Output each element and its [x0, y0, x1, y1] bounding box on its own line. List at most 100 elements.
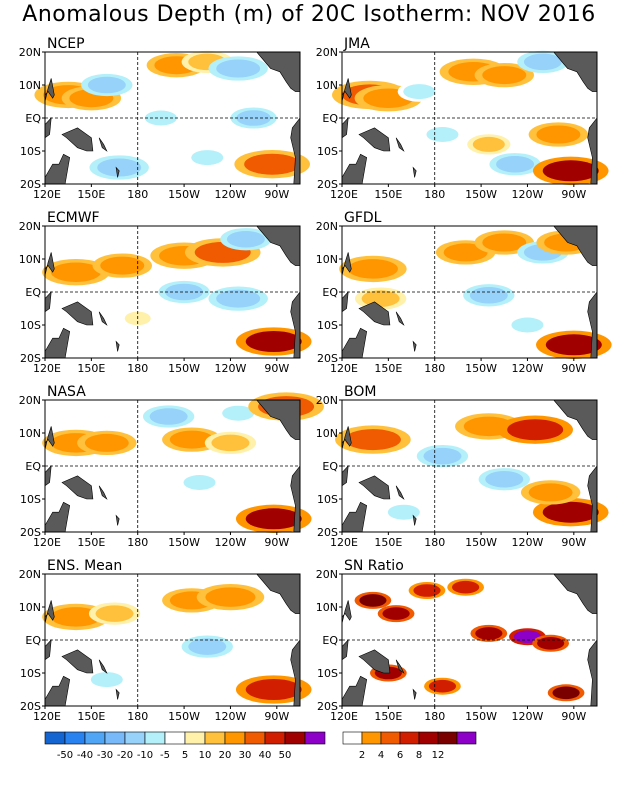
colorbar-swatch	[418, 731, 439, 745]
land-mask	[61, 127, 94, 152]
colorbar-swatch	[456, 731, 477, 745]
land-mask	[412, 688, 417, 700]
data-cell	[245, 679, 302, 700]
data-cell	[244, 153, 301, 175]
y-tick-label: 10S	[317, 145, 338, 158]
colorbar-swatch	[144, 731, 166, 745]
data-cell	[443, 243, 488, 262]
y-tick-label: 20N	[19, 568, 41, 581]
x-tick-label: 150W	[465, 710, 497, 723]
land-mask	[341, 252, 352, 276]
x-tick-label: 90W	[561, 362, 586, 375]
x-tick-label: 180	[127, 536, 148, 549]
data-cell	[359, 594, 387, 607]
x-tick-label: 120W	[512, 188, 544, 201]
y-tick-label: 20S	[317, 700, 338, 713]
y-tick-label: 10S	[20, 493, 41, 506]
data-cell	[387, 504, 420, 520]
land-mask	[395, 485, 405, 500]
snr-colorbar: 2 4 6 8 12	[342, 731, 483, 776]
data-cell	[169, 430, 214, 449]
land-mask	[44, 153, 71, 185]
land-mask	[44, 426, 55, 450]
plot-area	[332, 50, 609, 185]
land-mask	[341, 426, 352, 450]
data-cell	[469, 287, 508, 304]
land-mask	[412, 340, 417, 352]
y-tick-label: 20N	[19, 46, 41, 59]
data-cell	[236, 110, 271, 126]
land-mask	[412, 514, 417, 526]
land-mask	[98, 311, 108, 326]
y-tick-label: EQ	[322, 634, 338, 647]
data-cell	[426, 127, 459, 142]
data-cell	[226, 230, 265, 248]
land-mask	[341, 327, 368, 359]
land-mask	[98, 137, 108, 152]
y-tick-label: 20N	[316, 568, 338, 581]
data-cell	[536, 125, 581, 144]
x-tick-label: 180	[424, 362, 445, 375]
data-cell	[523, 53, 562, 71]
data-cell	[50, 607, 101, 627]
data-cell	[97, 158, 142, 177]
panel-ncep: NCEP 20N 10N EQ 10S 20S 120E 150E 180 150W 120W 90W	[19, 36, 345, 212]
x-tick-label: 90W	[561, 188, 586, 201]
y-tick-label: 10N	[316, 253, 338, 266]
land-mask	[341, 675, 368, 707]
land-mask	[358, 475, 391, 500]
colorbar-swatch	[44, 731, 66, 745]
data-cell	[382, 607, 410, 620]
land-mask	[341, 600, 352, 624]
land-mask	[412, 166, 417, 178]
y-tick-label: 20N	[316, 220, 338, 233]
y-tick-label: EQ	[322, 112, 338, 125]
land-mask	[115, 340, 120, 352]
x-tick-label: 120W	[512, 362, 544, 375]
land-mask	[358, 301, 391, 326]
x-tick-label: 90W	[561, 710, 586, 723]
colorbar-label: 20	[219, 750, 232, 761]
x-tick-label: 150E	[77, 362, 105, 375]
y-tick-label: 10N	[316, 427, 338, 440]
panel-title: SN Ratio	[344, 558, 404, 574]
anomaly-colorbar: -50 -40 -30 -20 -10 -5 5 10 20 30 40 50	[44, 731, 335, 776]
y-tick-label: 10S	[20, 319, 41, 332]
panel-ens-mean: ENS. Mean 20N 10N EQ 10S 20S 120E 150E 180 150W 12…	[19, 558, 345, 734]
land-mask	[395, 311, 405, 326]
panel-title: GFDL	[344, 210, 382, 226]
y-tick-label: EQ	[25, 112, 41, 125]
x-tick-label: 120E	[33, 362, 61, 375]
data-cell	[84, 433, 129, 452]
colorbar-swatch	[184, 731, 206, 745]
x-tick-label: 150W	[168, 710, 200, 723]
data-cell	[542, 501, 599, 523]
colorbar-label: 8	[416, 750, 422, 761]
x-tick-label: 180	[127, 362, 148, 375]
colorbar-label: 6	[397, 750, 403, 761]
y-tick-label: 20S	[317, 178, 338, 191]
y-tick-label: 20S	[20, 178, 41, 191]
plot-area	[42, 225, 312, 359]
panel-title: BOM	[344, 384, 376, 400]
data-cell	[149, 408, 188, 425]
data-cell	[245, 508, 302, 530]
panel-jma: JMA 20N 10N EQ 10S 20S 120E 150E 180 150W 120W 90W	[316, 36, 618, 212]
data-cell	[211, 434, 250, 452]
data-cell	[507, 419, 564, 441]
data-cell	[413, 584, 441, 597]
data-cell	[423, 447, 462, 465]
data-cell	[552, 686, 580, 700]
x-tick-label: 150W	[168, 362, 200, 375]
x-tick-label: 120E	[330, 710, 358, 723]
data-cell	[188, 638, 227, 655]
x-tick-label: 120E	[33, 188, 61, 201]
land-mask	[98, 485, 108, 500]
colorbar-swatch	[342, 731, 363, 745]
x-tick-label: 180	[424, 536, 445, 549]
data-cell	[50, 262, 101, 282]
data-cell	[344, 429, 401, 451]
land-mask	[358, 127, 391, 152]
panel-title: NASA	[47, 384, 86, 400]
y-tick-label: 10S	[20, 667, 41, 680]
